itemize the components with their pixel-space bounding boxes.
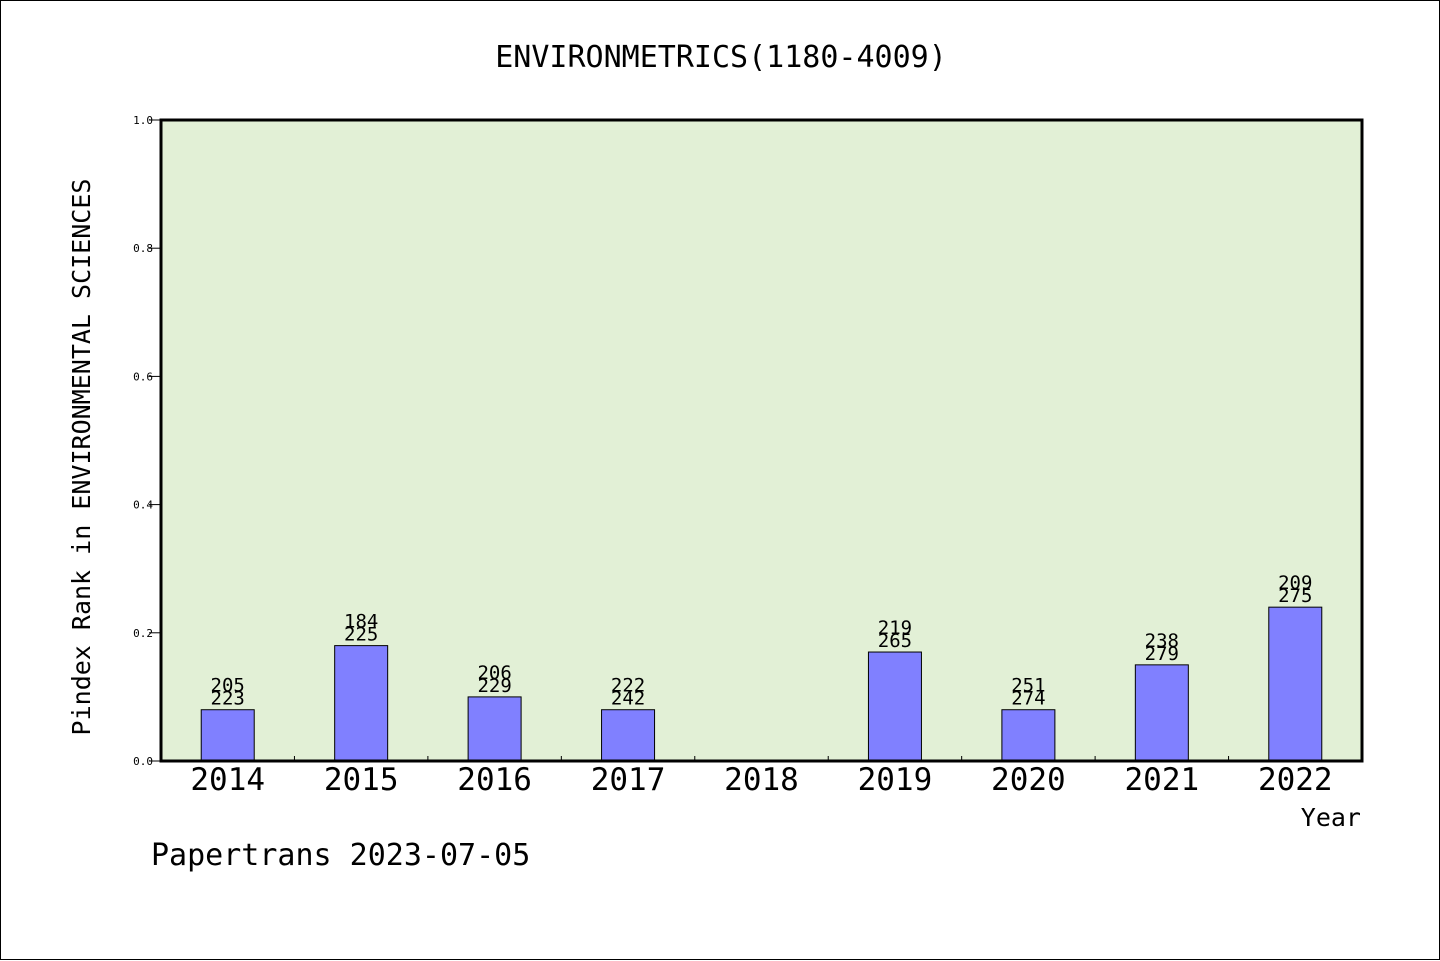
bar [334,645,389,762]
x-tick-label: 2017 [591,762,666,798]
plot-border [159,118,1364,763]
y-tick-label: 1.0 [133,114,153,127]
footer-credit: Papertrans 2023-07-05 [151,838,530,873]
chart-title: ENVIRONMETRICS(1180-4009) [495,40,947,75]
bar [1268,606,1323,762]
bar [1134,664,1189,762]
bar-group [200,606,1323,762]
x-tick-label: 2020 [991,762,1066,798]
x-tick-label: 2015 [324,762,399,798]
y-axis-label: Pindex Rank in ENVIRONMENTAL SCIENCES [67,179,96,736]
x-tick-label: 2014 [190,762,265,798]
y-tick-label: 0.2 [133,627,153,640]
bar [601,709,656,762]
x-axis: 2014 2015 2016 2017 2018 2019 2020 2021 2022 [190,756,1333,798]
bar-label-bottom: 242 [611,688,645,710]
x-tick-label: 2016 [457,762,532,798]
bar [200,709,255,762]
y-tick-label: 0.0 [133,755,153,768]
y-axis: 0.0 0.2 0.4 0.6 0.8 1.0 [133,114,161,768]
bar-label-top: 184 [344,611,378,633]
bar [1001,709,1056,762]
bar [467,696,522,762]
bar-label-top: 222 [611,675,645,697]
bar-label-top: 206 [477,662,511,684]
bar-label-top: 209 [1278,572,1312,594]
y-tick-label: 0.4 [133,499,153,512]
bar-label-top: 251 [1011,675,1045,697]
y-tick-label: 0.6 [133,370,153,383]
bar-label-bottom: 265 [878,630,912,652]
bar-label-top: 219 [878,617,912,639]
x-tick-label: 2021 [1125,762,1200,798]
bar [867,651,922,762]
bar-label-bottom: 274 [1011,688,1045,710]
x-tick-label: 2018 [724,762,799,798]
bar-label-bottom: 225 [344,624,378,646]
x-tick-label: 2019 [858,762,933,798]
bar-label-bottom: 223 [211,688,245,710]
x-tick-label: 2022 [1258,762,1333,798]
bar-label-bottom: 229 [477,675,511,697]
bar-label-bottom: 279 [1145,643,1179,665]
y-tick-label: 0.8 [133,242,153,255]
bar-label-top: 238 [1145,630,1179,652]
x-axis-label: Year [1301,803,1361,832]
bar-label-bottom: 275 [1278,585,1312,607]
bar-label-top: 205 [211,675,245,697]
